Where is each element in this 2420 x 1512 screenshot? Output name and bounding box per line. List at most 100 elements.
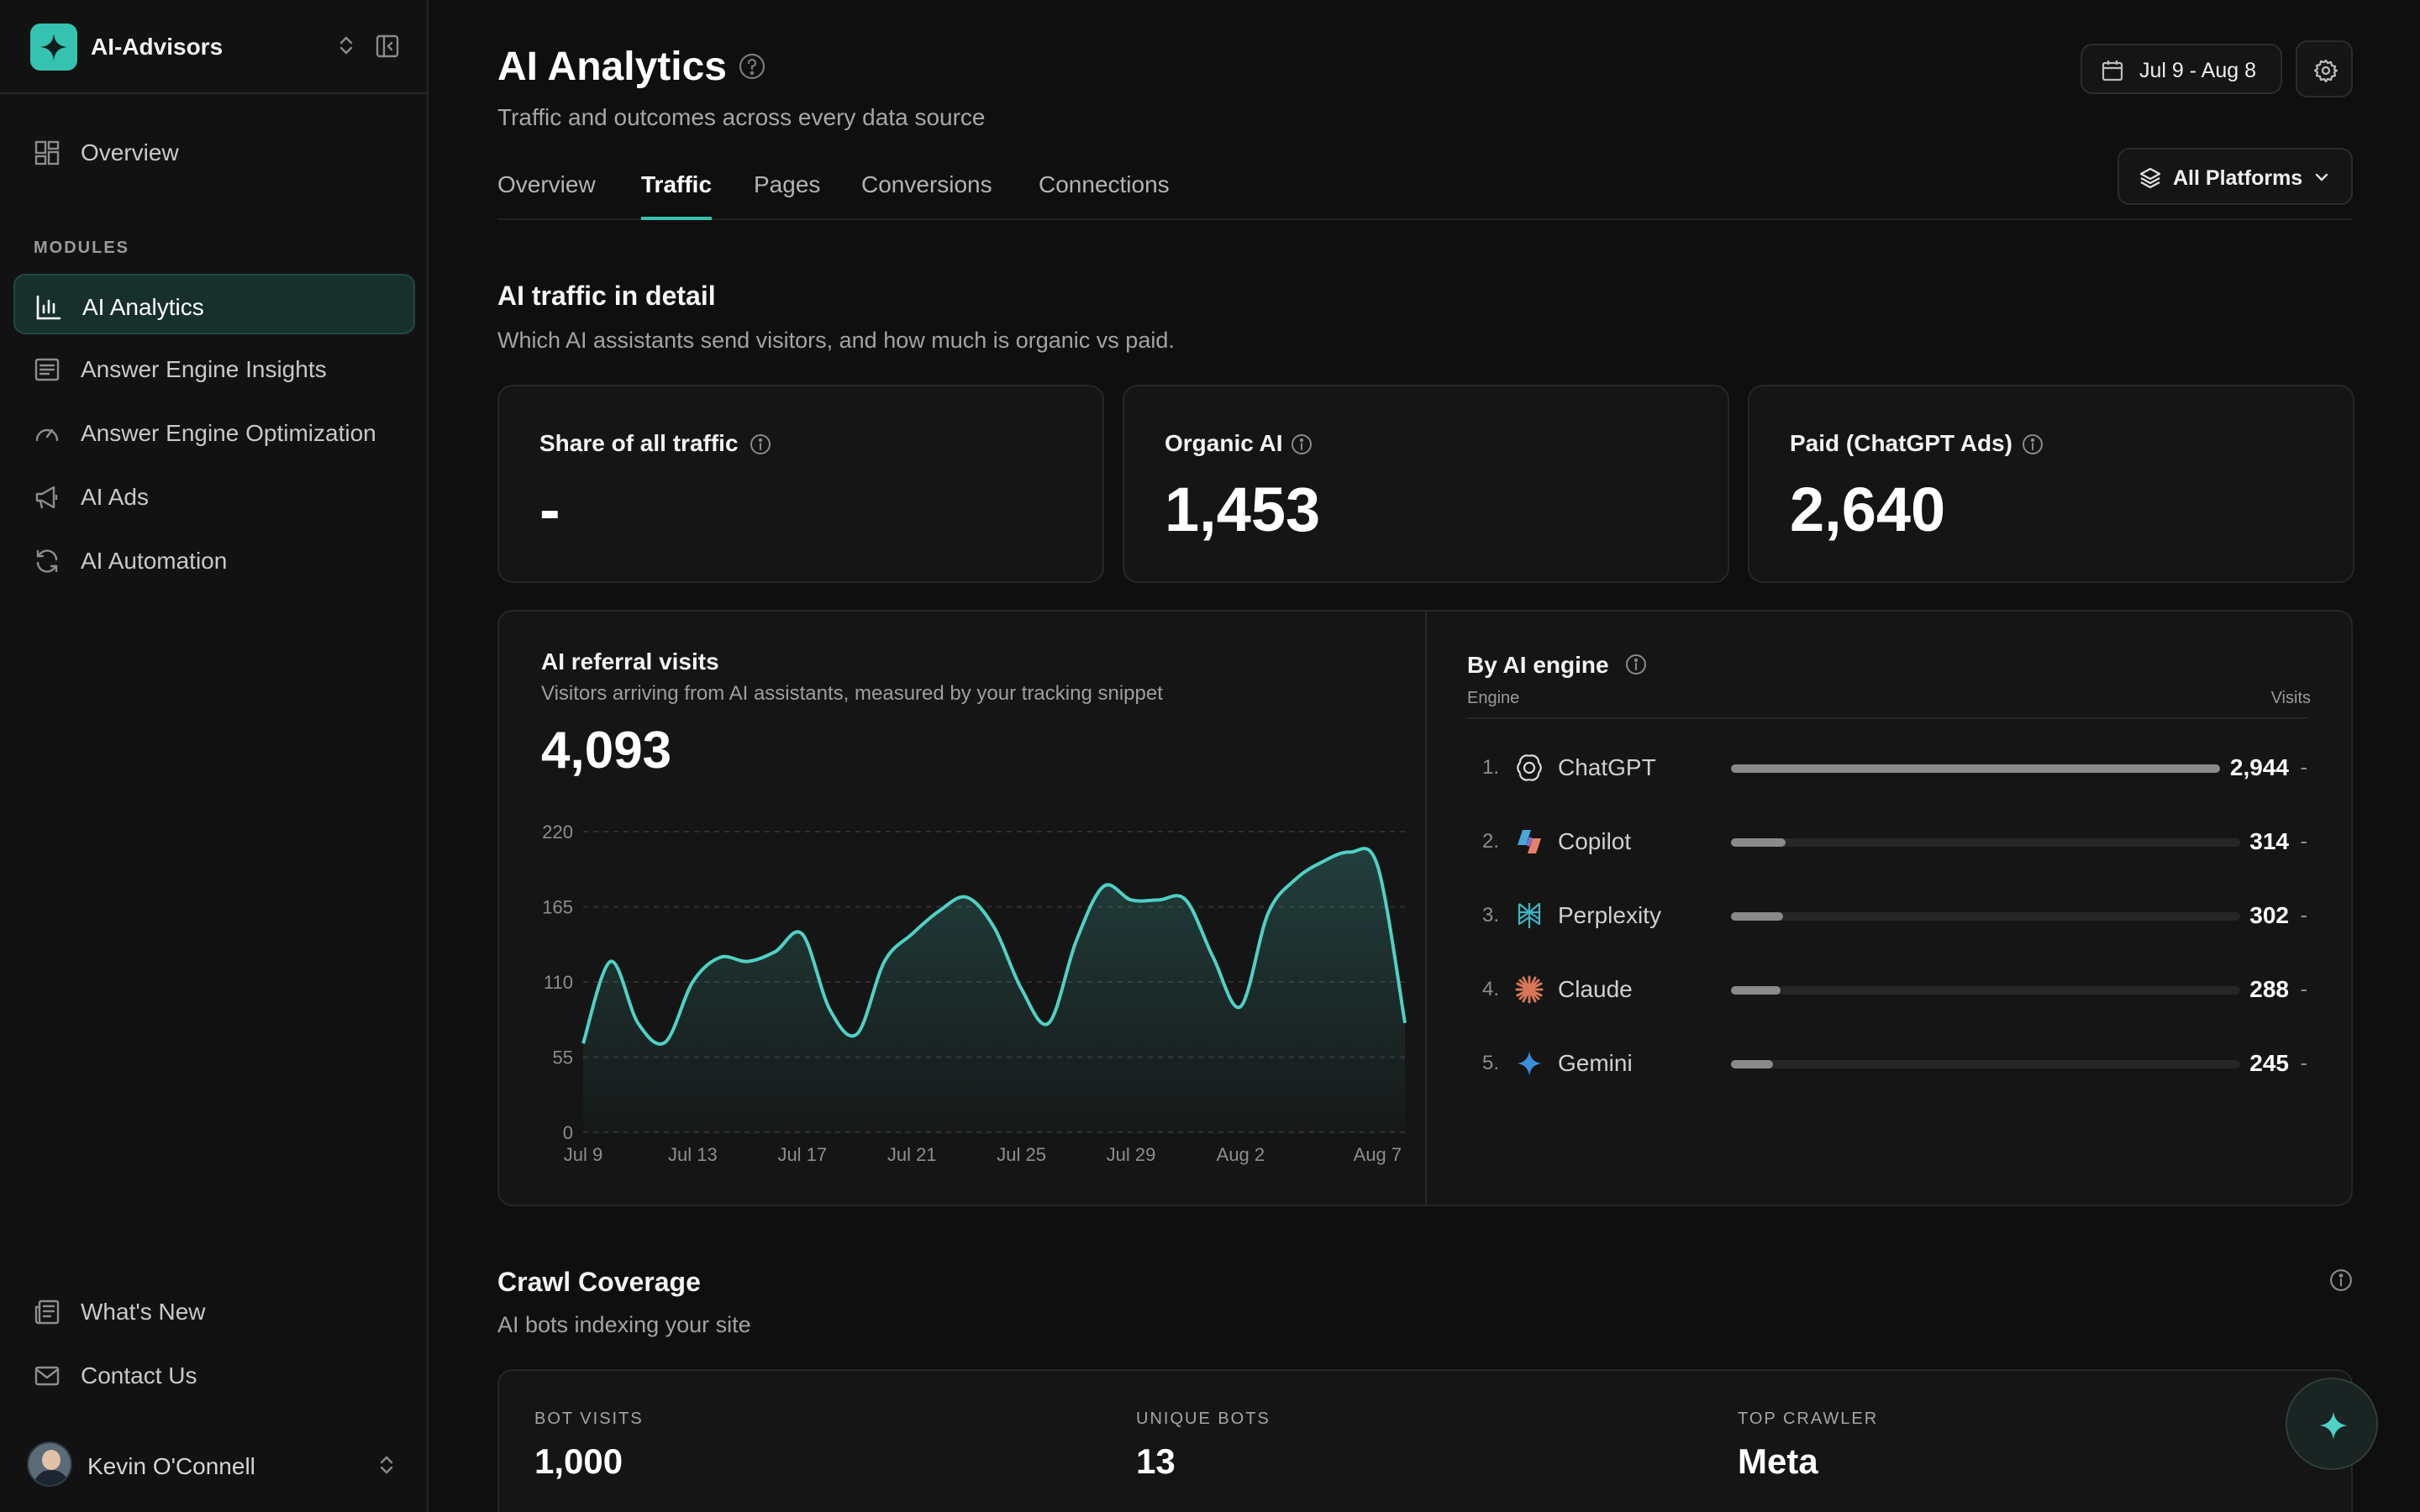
platform-filter[interactable]: All Platforms <box>2118 148 2353 205</box>
data-point[interactable] <box>1046 1021 1051 1026</box>
engine-rank: 4. <box>1482 978 1500 1000</box>
data-point[interactable] <box>635 1021 640 1026</box>
collapse-sidebar-icon[interactable] <box>375 34 400 63</box>
sidebar-item-ai-ads[interactable]: AI Ads <box>13 465 415 526</box>
engine-rank: 1. <box>1482 756 1500 779</box>
info-icon[interactable] <box>2022 433 2044 459</box>
data-point[interactable] <box>882 959 887 964</box>
data-point[interactable] <box>745 959 750 964</box>
series-line <box>581 847 1407 1046</box>
tab-overview[interactable]: Overview <box>497 171 596 197</box>
data-point[interactable] <box>1101 884 1106 889</box>
kpi-card-share: Share of all traffic - <box>497 385 1104 583</box>
engine-name: Perplexity <box>1558 902 1661 928</box>
engine-row[interactable]: 1. ChatGPT 2,944 - <box>1467 743 2307 793</box>
info-icon[interactable] <box>1625 654 1647 680</box>
gemini-icon <box>1514 1048 1544 1079</box>
data-point[interactable] <box>937 908 942 913</box>
engine-name: Copilot <box>1558 828 1632 854</box>
kpi-value: - <box>539 475 560 544</box>
date-range-picker[interactable]: Jul 9 - Aug 8 <box>2081 44 2282 94</box>
x-tick-label: Jul 21 <box>887 1144 937 1165</box>
data-point[interactable] <box>964 895 969 900</box>
sidebar-item-label: Contact Us <box>81 1362 197 1389</box>
engine-row[interactable]: 3. Perplexity 302 - <box>1467 890 2307 941</box>
tab-traffic[interactable]: Traffic <box>641 171 713 220</box>
data-point[interactable] <box>772 949 777 954</box>
data-point[interactable] <box>1238 1004 1243 1009</box>
data-point[interactable] <box>1293 877 1298 882</box>
sidebar-item-label: AI Automation <box>81 548 228 574</box>
engine-visits: 245 <box>2249 1050 2289 1076</box>
info-icon[interactable] <box>750 433 771 459</box>
engine-change: - <box>2300 828 2307 853</box>
engine-column-header: Engine <box>1467 689 1520 707</box>
x-tick-label: Jul 13 <box>668 1144 718 1165</box>
data-point[interactable] <box>1074 938 1079 943</box>
data-point[interactable] <box>1402 1021 1407 1026</box>
page-title: AI Analytics <box>497 45 727 89</box>
data-point[interactable] <box>690 979 695 984</box>
data-point[interactable] <box>1156 897 1161 902</box>
data-point[interactable] <box>663 1040 668 1045</box>
crawl-title: Crawl Coverage <box>497 1267 701 1297</box>
data-point[interactable] <box>608 959 613 964</box>
sidebar-item-contact-us[interactable]: Contact Us <box>13 1344 415 1404</box>
settings-button[interactable] <box>2296 40 2353 97</box>
referral-total: 4,093 <box>541 722 672 780</box>
data-point[interactable] <box>1183 897 1188 902</box>
engine-row[interactable]: 4. Claude 288 - <box>1467 964 2307 1015</box>
user-menu[interactable]: Kevin O'Connell <box>27 1441 405 1488</box>
ai-assistant-button[interactable] <box>2286 1378 2378 1470</box>
tab-connections[interactable]: Connections <box>1039 171 1170 197</box>
data-point[interactable] <box>827 1007 832 1012</box>
chevron-up-down-icon[interactable] <box>334 34 358 61</box>
engine-bar-fill <box>1731 838 1786 847</box>
tab-pages[interactable]: Pages <box>754 171 821 197</box>
workspace-switcher[interactable]: AI-Advisors <box>0 0 427 94</box>
copilot-icon <box>1514 827 1544 857</box>
engine-visits: 302 <box>2249 902 2289 928</box>
data-point[interactable] <box>1265 911 1270 916</box>
data-point[interactable] <box>1375 864 1380 869</box>
data-point[interactable] <box>855 1032 860 1037</box>
engine-visits: 2,944 <box>2229 754 2289 780</box>
sidebar-item-overview[interactable]: Overview <box>13 121 415 181</box>
sidebar-item-answer-engine-insights[interactable]: Answer Engine Insights <box>13 338 415 398</box>
perplexity-icon <box>1514 900 1544 931</box>
info-icon[interactable] <box>1291 433 1313 459</box>
x-tick-label: Jul 25 <box>997 1144 1046 1165</box>
help-icon[interactable] <box>738 52 766 85</box>
sidebar-item-ai-automation[interactable]: AI Automation <box>13 529 415 590</box>
chevron-up-down-icon[interactable] <box>375 1453 398 1481</box>
claude-icon <box>1514 974 1544 1005</box>
data-point[interactable] <box>1348 849 1353 854</box>
sidebar-item-answer-engine-optimization[interactable]: Answer Engine Optimization <box>13 402 415 462</box>
data-point[interactable] <box>909 932 914 937</box>
data-point[interactable] <box>1128 897 1134 902</box>
sidebar-item-whats-new[interactable]: What's New <box>13 1280 415 1341</box>
refresh-icon <box>34 548 60 579</box>
data-point[interactable] <box>992 925 997 930</box>
info-icon[interactable] <box>2329 1268 2353 1296</box>
layers-icon <box>2139 166 2161 192</box>
data-point[interactable] <box>1320 859 1325 864</box>
data-point[interactable] <box>1211 955 1216 960</box>
data-point[interactable] <box>800 932 805 937</box>
engine-row[interactable]: 2. Copilot 314 - <box>1467 816 2307 867</box>
sidebar-item-label: AI Ads <box>81 484 149 510</box>
data-point[interactable] <box>1019 986 1024 991</box>
avatar <box>27 1441 72 1487</box>
bar-chart-icon <box>35 294 62 325</box>
engine-rank: 3. <box>1482 904 1500 927</box>
engine-bar-track <box>1731 912 2240 921</box>
x-tick-label: Jul 9 <box>564 1144 602 1165</box>
dashboard-grid-icon <box>34 139 60 171</box>
engine-row[interactable]: 5. Gemini 245 - <box>1467 1038 2307 1089</box>
data-point[interactable] <box>718 955 723 960</box>
megaphone-icon <box>34 484 60 515</box>
tab-conversions[interactable]: Conversions <box>861 171 992 197</box>
divider <box>1467 717 2307 719</box>
data-point[interactable] <box>581 1041 586 1046</box>
sidebar-item-ai-analytics[interactable]: AI Analytics <box>13 274 415 334</box>
